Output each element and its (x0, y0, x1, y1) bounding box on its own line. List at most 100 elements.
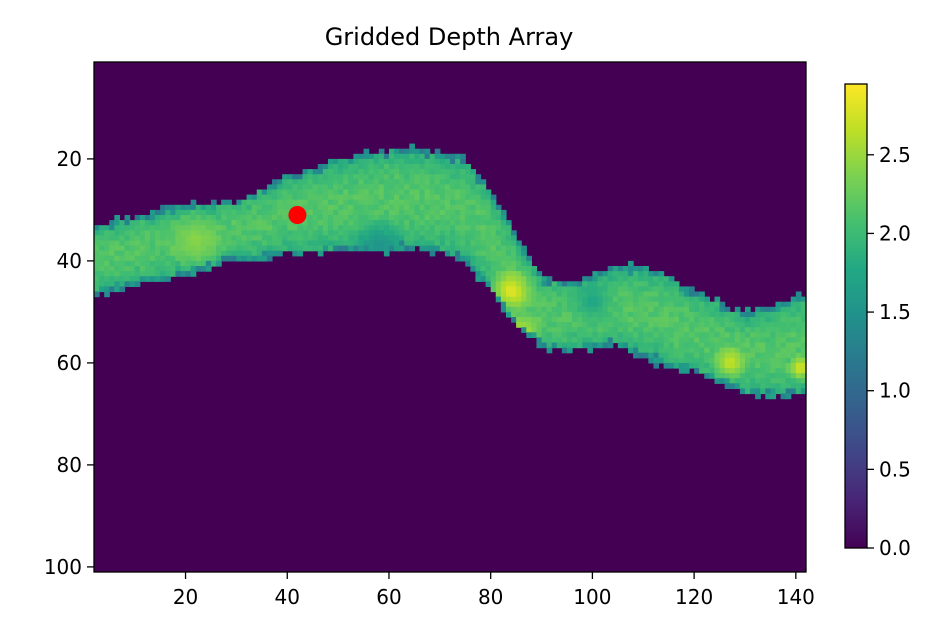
heatmap-cell (582, 306, 588, 313)
heatmap-cell (444, 245, 451, 252)
heatmap-cell (465, 220, 471, 226)
heatmap-cell (505, 271, 512, 277)
heatmap-cell (546, 291, 553, 298)
heatmap-cell (282, 199, 288, 206)
heatmap-cell (612, 332, 619, 338)
heatmap-cell (434, 215, 441, 221)
heatmap-cell (455, 194, 461, 201)
heatmap-cell (490, 260, 497, 267)
heatmap-cell (94, 271, 100, 277)
heatmap-cell (597, 301, 604, 308)
heatmap-cell (648, 296, 655, 303)
heatmap-cell (358, 179, 365, 185)
heatmap-cell (734, 322, 741, 328)
heatmap-cell (770, 388, 777, 395)
heatmap-cell (414, 194, 421, 201)
heatmap-cell (638, 296, 644, 303)
heatmap-cell (658, 281, 665, 287)
heatmap-cell (480, 250, 487, 257)
heatmap-cell (689, 357, 695, 364)
heatmap-cell (561, 322, 568, 328)
heatmap-cell (200, 220, 207, 226)
heatmap-cell (282, 225, 288, 231)
heatmap-cell (648, 276, 655, 282)
heatmap-cell (694, 322, 700, 328)
heatmap-cell (144, 271, 151, 277)
heatmap-cell (104, 276, 110, 282)
heatmap-cell (587, 317, 593, 323)
heatmap-cell (714, 332, 721, 338)
heatmap-cell (511, 301, 517, 308)
heatmap-cell (546, 327, 553, 333)
heatmap-cell (663, 337, 670, 344)
heatmap-cell (531, 317, 538, 323)
heatmap-cell (546, 296, 553, 303)
heatmap-cell (663, 281, 670, 287)
heatmap-cell (450, 209, 456, 216)
x-tick-label: 100 (573, 585, 611, 609)
heatmap-cell (404, 164, 410, 170)
heatmap-cell (388, 215, 395, 221)
heatmap-cell (333, 194, 339, 201)
heatmap-cell (760, 317, 766, 323)
heatmap-cell (516, 260, 522, 267)
heatmap-cell (261, 189, 268, 196)
heatmap-cell (450, 204, 456, 211)
heatmap-cell (785, 317, 792, 323)
heatmap-cell (465, 194, 471, 201)
heatmap-cell (531, 322, 538, 328)
heatmap-cell (424, 194, 431, 201)
heatmap-cell (709, 301, 716, 308)
heatmap-cell (668, 362, 675, 369)
heatmap-cell (597, 342, 604, 349)
heatmap-cell (770, 393, 777, 400)
heatmap-cell (343, 194, 349, 201)
heatmap-cell (714, 337, 721, 344)
heatmap-cell (190, 250, 197, 257)
heatmap-cell (175, 235, 182, 242)
heatmap-cell (134, 215, 141, 221)
heatmap-cell (378, 220, 385, 226)
heatmap-cell (699, 296, 705, 303)
heatmap-cell (200, 255, 207, 262)
heatmap-cell (155, 230, 161, 236)
heatmap-cell (694, 332, 700, 338)
heatmap-cell (419, 245, 426, 252)
heatmap-cell (165, 235, 171, 242)
heatmap-cell (556, 327, 563, 333)
heatmap-cell (272, 220, 278, 226)
heatmap-cell (694, 337, 700, 344)
heatmap-cell (292, 230, 299, 236)
heatmap-cell (511, 306, 517, 313)
heatmap-cell (800, 311, 807, 318)
heatmap-cell (790, 301, 797, 308)
heatmap-cell (511, 317, 517, 323)
heatmap-cell (394, 245, 400, 252)
heatmap-cell (373, 215, 380, 221)
heatmap-cell (302, 230, 309, 236)
heatmap-cell (633, 322, 639, 328)
heatmap-cell (628, 342, 634, 349)
heatmap-cell (241, 209, 248, 216)
heatmap-cell (175, 260, 182, 267)
heatmap-cell (770, 378, 777, 384)
heatmap-cell (124, 255, 131, 262)
heatmap-cell (134, 225, 141, 231)
heatmap-cell (139, 220, 146, 226)
heatmap-cell (648, 306, 655, 313)
heatmap-cell (307, 240, 314, 247)
heatmap-cell (455, 158, 461, 165)
heatmap-cell (795, 306, 802, 313)
heatmap-cell (551, 332, 558, 338)
heatmap-cell (546, 311, 553, 318)
heatmap-cell (511, 240, 517, 247)
heatmap-cell (765, 362, 771, 369)
heatmap-cell (104, 291, 110, 298)
heatmap-cell (470, 220, 477, 226)
heatmap-cell (144, 266, 151, 272)
heatmap-cell (689, 347, 695, 354)
heatmap-cell (795, 311, 802, 318)
heatmap-cell (216, 220, 222, 226)
heatmap-cell (144, 220, 151, 226)
heatmap-cell (312, 230, 319, 236)
